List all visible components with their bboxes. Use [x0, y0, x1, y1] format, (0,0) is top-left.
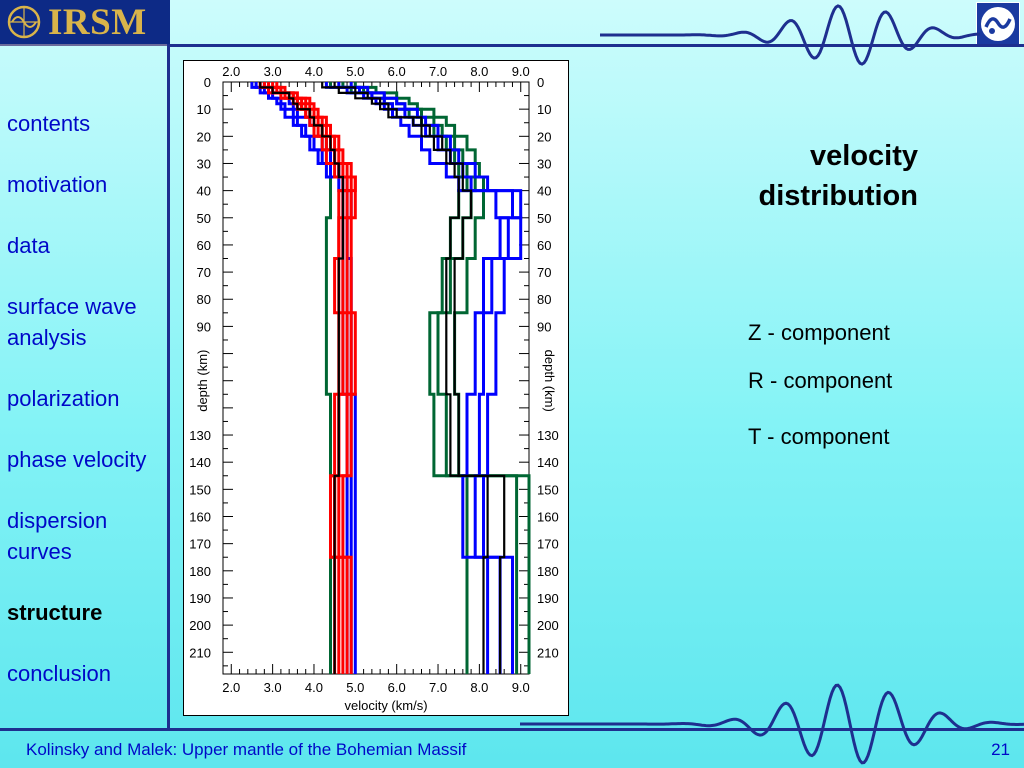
y-tick-label-left: 140	[189, 455, 211, 470]
y-tick-label-right: 0	[537, 75, 544, 90]
y-tick-label-left: 190	[189, 591, 211, 606]
y-tick-label-left: 170	[189, 537, 211, 552]
irsm-logo[interactable]: IRSM	[0, 0, 170, 46]
y-tick-label-left: 180	[189, 564, 211, 579]
x-tick-label-bottom: 3.0	[264, 680, 282, 695]
y-tick-label-right: 150	[537, 482, 559, 497]
header-divider	[170, 44, 1024, 47]
y-tick-label-left: 70	[197, 265, 211, 280]
seismic-wave-decoration-bottom	[520, 683, 1024, 765]
x-tick-label-top: 7.0	[429, 64, 447, 79]
x-tick-label-bottom: 6.0	[388, 680, 406, 695]
nav-item-structure[interactable]: structure	[7, 600, 103, 625]
legend-r-component: R - component	[748, 368, 893, 393]
earth-globe-icon	[7, 5, 41, 39]
nav-item-conclusion[interactable]: conclusion	[7, 661, 111, 686]
footer-citation: Kolinsky and Malek: Upper mantle of the …	[26, 740, 467, 759]
y-tick-label-right: 200	[537, 618, 559, 633]
y-tick-label-right: 180	[537, 564, 559, 579]
x-axis-label: velocity (km/s)	[344, 698, 427, 713]
y-tick-label-right: 50	[537, 211, 551, 226]
x-tick-label-top: 3.0	[264, 64, 282, 79]
nav-item-motivation[interactable]: motivation	[7, 172, 108, 197]
chart-background	[183, 60, 569, 716]
y-tick-label-left: 60	[197, 238, 211, 253]
legend-z-component: Z - component	[748, 320, 890, 345]
y-tick-label-left: 80	[197, 292, 211, 307]
y-axis-label-left: depth (km)	[195, 350, 210, 412]
nav-item-polarization[interactable]: polarization	[7, 386, 120, 411]
y-tick-label-right: 140	[537, 455, 559, 470]
y-tick-label-right: 40	[537, 184, 551, 199]
velocity-depth-chart: 2.0 2.0 3.0 3.0 4.0 4.0 5.0 5.0 6.0 6.0 7.0 7.0 8.0 8…	[183, 60, 569, 716]
y-tick-label-left: 130	[189, 428, 211, 443]
slide-title: velocity distribution	[759, 136, 918, 216]
sidebar-navigation: contents motivation data surface wave an…	[7, 108, 165, 719]
black-velocity-profile	[259, 82, 344, 674]
y-tick-label-left: 40	[197, 184, 211, 199]
slide-title-line2: distribution	[758, 180, 918, 212]
y-tick-label-left: 200	[189, 618, 211, 633]
page-number: 21	[991, 740, 1010, 759]
plot-frame	[222, 81, 530, 675]
y-tick-label-right: 130	[537, 428, 559, 443]
y-tick-label-left: 90	[197, 319, 211, 334]
y-tick-label-left: 210	[189, 645, 211, 660]
x-tick-label-top: 4.0	[305, 64, 323, 79]
blue-velocity-profile	[349, 82, 523, 674]
y-tick-label-right: 60	[537, 238, 551, 253]
nav-item-contents[interactable]: contents	[7, 111, 91, 136]
y-tick-label-right: 30	[537, 156, 551, 171]
nav-item-data[interactable]: data	[7, 233, 50, 258]
x-tick-label-bottom: 5.0	[346, 680, 364, 695]
nav-item-dispersion-curves[interactable]: dispersion curves	[7, 508, 108, 564]
y-tick-label-left: 160	[189, 509, 211, 524]
y-tick-label-left: 10	[197, 102, 211, 117]
y-tick-label-right: 20	[537, 129, 551, 144]
y-tick-label-right: 210	[537, 645, 559, 660]
y-tick-label-right: 80	[537, 292, 551, 307]
red-velocity-profile	[271, 82, 357, 674]
y-tick-label-left: 150	[189, 482, 211, 497]
x-tick-label-top: 6.0	[388, 64, 406, 79]
x-tick-label-bottom: 7.0	[429, 680, 447, 695]
y-tick-label-right: 190	[537, 591, 559, 606]
y-axis-label-right: depth (km)	[542, 350, 557, 412]
nav-item-phase-velocity[interactable]: phase velocity	[7, 447, 147, 472]
x-tick-label-top: 5.0	[346, 64, 364, 79]
y-tick-label-right: 70	[537, 265, 551, 280]
x-tick-label-bottom: 4.0	[305, 680, 323, 695]
nav-item-surface-wave-analysis[interactable]: surface wave analysis	[7, 294, 137, 350]
y-tick-label-left: 50	[197, 211, 211, 226]
top-bar: IRSM	[0, 0, 1024, 48]
y-tick-label-right: 90	[537, 319, 551, 334]
y-tick-label-left: 20	[197, 129, 211, 144]
legend-t-component: T - component	[748, 424, 890, 449]
institute-badge-icon	[976, 2, 1020, 46]
x-tick-label-bottom: 2.0	[222, 680, 240, 695]
y-tick-label-right: 10	[537, 102, 551, 117]
x-tick-label-bottom: 9.0	[512, 680, 530, 695]
footer-divider	[0, 728, 1024, 731]
y-tick-label-right: 160	[537, 509, 559, 524]
slide-title-line1: velocity	[810, 140, 918, 172]
y-tick-label-right: 170	[537, 537, 559, 552]
y-tick-label-left: 30	[197, 156, 211, 171]
x-tick-label-bottom: 8.0	[470, 680, 488, 695]
x-tick-label-top: 9.0	[512, 64, 530, 79]
y-tick-label-left: 0	[204, 75, 211, 90]
logo-text: IRSM	[48, 1, 147, 43]
sidebar-divider	[167, 44, 170, 730]
x-tick-label-top: 2.0	[222, 64, 240, 79]
black-velocity-profile	[333, 82, 506, 674]
x-tick-label-top: 8.0	[470, 64, 488, 79]
